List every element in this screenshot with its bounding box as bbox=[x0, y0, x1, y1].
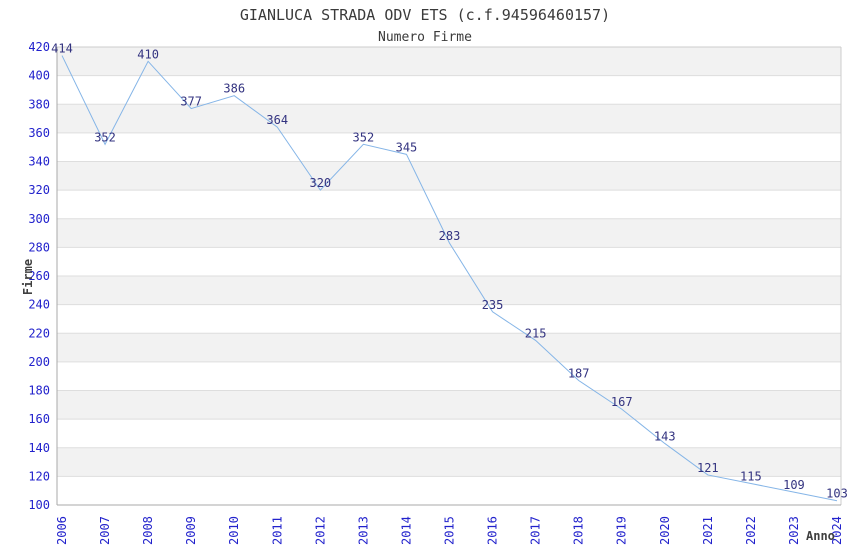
y-tick-label: 400 bbox=[28, 69, 50, 83]
y-tick-label: 140 bbox=[28, 441, 50, 455]
data-label: 103 bbox=[826, 487, 848, 501]
y-tick-label: 220 bbox=[28, 326, 50, 340]
y-tick-label: 260 bbox=[28, 269, 50, 283]
y-tick-label: 300 bbox=[28, 212, 50, 226]
x-tick-label: 2010 bbox=[227, 516, 241, 545]
data-label: 167 bbox=[611, 395, 633, 409]
x-tick-label: 2020 bbox=[658, 516, 672, 545]
plot-band bbox=[57, 419, 841, 448]
x-tick-label: 2008 bbox=[141, 516, 155, 545]
data-label: 352 bbox=[353, 130, 375, 144]
y-tick-label: 360 bbox=[28, 126, 50, 140]
plot-band bbox=[57, 476, 841, 505]
data-label: 187 bbox=[568, 366, 590, 380]
y-tick-label: 340 bbox=[28, 155, 50, 169]
chart-title: GIANLUCA STRADA ODV ETS (c.f.94596460157… bbox=[240, 6, 610, 24]
data-label: 352 bbox=[94, 130, 116, 144]
plot-band bbox=[57, 75, 841, 105]
y-tick-label: 240 bbox=[28, 298, 50, 312]
y-tick-label: 120 bbox=[28, 469, 50, 483]
data-label: 386 bbox=[223, 82, 245, 96]
data-label: 121 bbox=[697, 461, 719, 475]
data-label: 364 bbox=[266, 113, 288, 127]
y-tick-label: 160 bbox=[28, 412, 50, 426]
y-axis-title: Firme bbox=[21, 259, 35, 295]
plot-band bbox=[57, 190, 841, 219]
plot-band bbox=[57, 47, 841, 76]
data-label: 215 bbox=[525, 326, 547, 340]
x-tick-label: 2016 bbox=[486, 516, 500, 545]
x-tick-label: 2024 bbox=[830, 516, 844, 545]
x-tick-label: 2006 bbox=[55, 516, 69, 545]
data-label: 283 bbox=[439, 229, 461, 243]
series-line bbox=[61, 55, 838, 502]
plot-area: 420 400 380 360 340 320 300 280 260 240 220 200 180 1… bbox=[28, 40, 848, 545]
x-tick-label: 2009 bbox=[184, 516, 198, 545]
y-tick-label: 180 bbox=[28, 384, 50, 398]
y-tick-label: 320 bbox=[28, 183, 50, 197]
x-tick-label: 2019 bbox=[615, 516, 629, 545]
x-tick-label: 2017 bbox=[529, 516, 543, 545]
plot-band bbox=[57, 390, 841, 420]
x-tick-label: 2021 bbox=[701, 516, 715, 545]
plot-band bbox=[57, 132, 841, 162]
plot-band bbox=[57, 447, 841, 477]
y-tick-label: 200 bbox=[28, 355, 50, 369]
y-tick-label: 420 bbox=[28, 40, 50, 54]
data-label: 109 bbox=[783, 478, 805, 492]
x-tick-label: 2022 bbox=[744, 516, 758, 545]
x-tick-label: 2013 bbox=[356, 516, 370, 545]
data-label: 320 bbox=[309, 176, 331, 190]
x-tick-label: 2012 bbox=[313, 516, 327, 545]
y-tick-label: 380 bbox=[28, 97, 50, 111]
plot-band bbox=[57, 333, 841, 362]
x-axis-title: Anno bbox=[806, 529, 835, 543]
data-label: 414 bbox=[51, 42, 73, 56]
x-tick-label: 2023 bbox=[787, 516, 801, 545]
plot-band bbox=[57, 247, 841, 276]
x-tick-label: 2015 bbox=[443, 516, 457, 545]
y-tick-label: 100 bbox=[28, 498, 50, 512]
plot-band bbox=[57, 104, 841, 133]
plot-band bbox=[57, 304, 841, 334]
data-label: 377 bbox=[180, 95, 202, 109]
data-label: 345 bbox=[396, 140, 418, 154]
data-label: 143 bbox=[654, 429, 676, 443]
y-tick-label: 280 bbox=[28, 240, 50, 254]
plot-band bbox=[57, 161, 841, 191]
data-label: 235 bbox=[482, 298, 504, 312]
x-tick-label: 2011 bbox=[270, 516, 284, 545]
data-label: 410 bbox=[137, 47, 159, 61]
plot-band bbox=[57, 361, 841, 391]
data-label: 115 bbox=[740, 470, 762, 484]
chart-subtitle: Numero Firme bbox=[378, 30, 472, 45]
plot-band bbox=[57, 276, 841, 305]
x-tick-label: 2018 bbox=[572, 516, 586, 545]
x-tick-label: 2007 bbox=[98, 516, 112, 545]
x-tick-label: 2014 bbox=[399, 516, 413, 545]
